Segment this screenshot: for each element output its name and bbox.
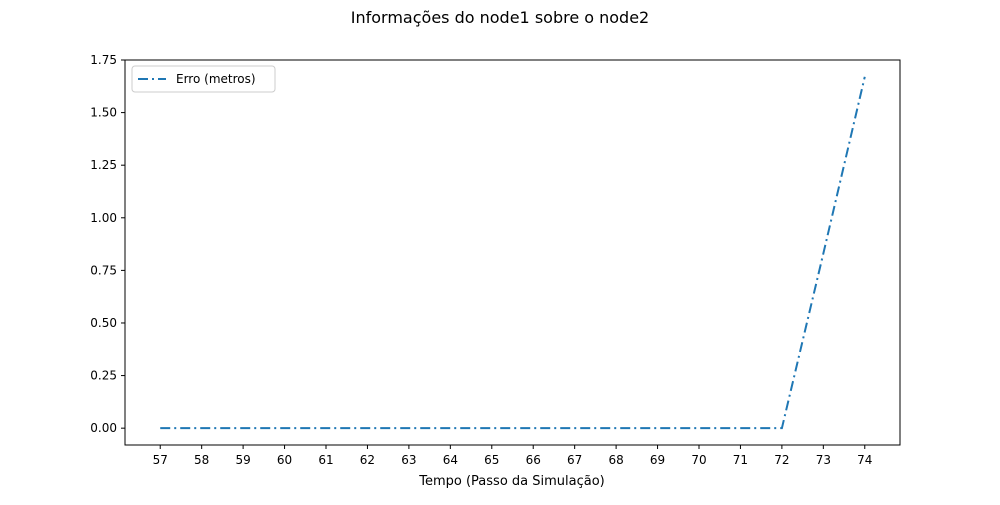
y-tick-label: 0.50 [90, 316, 117, 330]
y-axis: 0.00 0.25 0.50 0.75 1.00 1.25 1.50 1.75 [90, 53, 125, 435]
x-axis-label: Tempo (Passo da Simulação) [418, 474, 605, 489]
y-tick-label: 1.00 [90, 211, 117, 225]
y-tick-label: 1.50 [90, 106, 117, 120]
x-tick-label: 67 [567, 453, 582, 467]
chart-title: Informações do node1 sobre o node2 [351, 8, 649, 27]
plot-frame [124, 59, 901, 446]
x-tick-label: 74 [857, 453, 872, 467]
series-layer [160, 76, 866, 430]
x-tick-label: 69 [650, 453, 665, 467]
legend: Erro (metros) [131, 65, 276, 93]
x-tick-label: 57 [153, 453, 168, 467]
x-tick-label: 62 [360, 453, 375, 467]
x-tick-label: 70 [691, 453, 706, 467]
x-tick-label: 71 [733, 453, 748, 467]
y-tick-label: 0.75 [90, 263, 117, 277]
x-tick-label: 58 [194, 453, 209, 467]
plot-area [124, 59, 901, 446]
x-tick-label: 64 [443, 453, 458, 467]
x-tick-label: 66 [526, 453, 541, 467]
legend-label: Erro (metros) [176, 72, 256, 86]
x-tick-label: 73 [816, 453, 831, 467]
x-tick-label: 61 [318, 453, 333, 467]
y-tick-label: 1.25 [90, 158, 117, 172]
x-tick-label: 68 [608, 453, 623, 467]
x-tick-label: 60 [277, 453, 292, 467]
y-tick-label: 0.25 [90, 369, 117, 383]
y-tick-label: 1.75 [90, 53, 117, 67]
series-line [160, 76, 866, 430]
x-tick-label: 59 [235, 453, 250, 467]
x-tick-label: 72 [774, 453, 789, 467]
x-tick-label: 63 [401, 453, 416, 467]
legend-box [131, 65, 276, 93]
x-tick-label: 65 [484, 453, 499, 467]
x-axis: 57 58 59 60 61 62 63 64 65 66 67 68 69 70 71 72 73 74 [153, 445, 872, 467]
y-tick-label: 0.00 [90, 421, 117, 435]
